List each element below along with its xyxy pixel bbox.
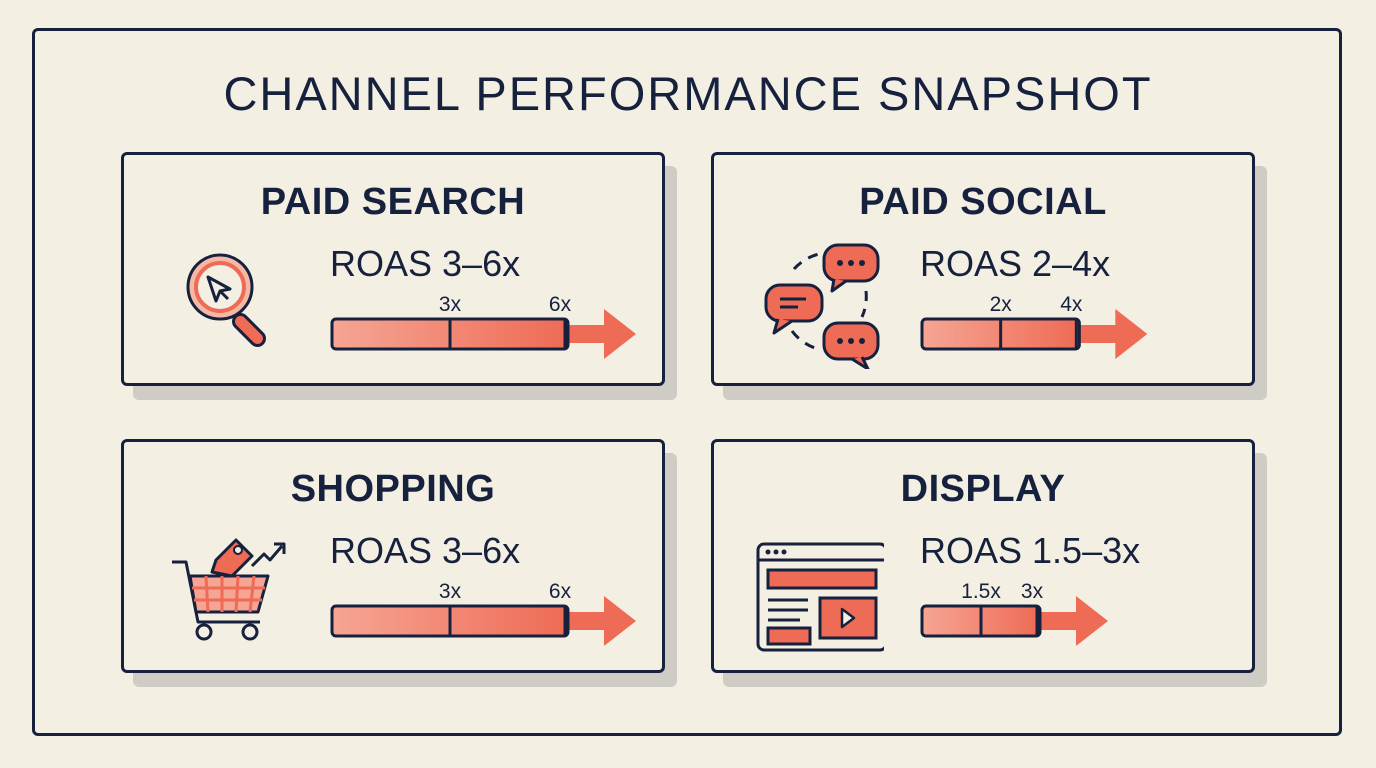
roas-label: ROAS 2–4x bbox=[920, 243, 1111, 284]
card-title: SHOPPING bbox=[290, 468, 496, 510]
card-title: PAID SEARCH bbox=[260, 181, 526, 223]
range-high-label: 6x bbox=[549, 293, 572, 316]
roas-range-bar: 2x 4x bbox=[920, 293, 1148, 359]
range-low-label: 3x bbox=[439, 293, 462, 316]
range-high-label: 3x bbox=[1021, 580, 1044, 603]
shopping-cart-tag-icon bbox=[164, 526, 294, 656]
roas-label: ROAS 1.5–3x bbox=[920, 530, 1141, 571]
card-shopping: SHOPPING ROAS 3–6x 3x 6x bbox=[121, 439, 665, 673]
range-arrow bbox=[1034, 596, 1108, 646]
range-low-label: 1.5x bbox=[961, 580, 1001, 603]
range-arrow bbox=[562, 596, 636, 646]
outer-frame bbox=[32, 28, 1342, 736]
roas-range-bar: 3x 6x bbox=[330, 580, 636, 646]
range-arrow bbox=[562, 309, 636, 359]
range-high-label: 6x bbox=[549, 580, 572, 603]
card-title: PAID SOCIAL bbox=[859, 181, 1107, 223]
range-arrow bbox=[1073, 309, 1148, 359]
roas-range-bar: 1.5x 3x bbox=[920, 580, 1108, 646]
roas-range-bar: 3x 6x bbox=[330, 293, 636, 359]
card-paid-social: PAID SOCIAL ROAS 2–4x 2x 4x bbox=[711, 152, 1255, 386]
range-high-label: 4x bbox=[1060, 293, 1083, 316]
range-low-label: 2x bbox=[990, 293, 1013, 316]
card-title: DISPLAY bbox=[900, 468, 1066, 510]
browser-display-ad-icon bbox=[754, 526, 888, 656]
chat-bubbles-icon bbox=[754, 239, 884, 371]
range-low-label: 3x bbox=[439, 580, 462, 603]
roas-label: ROAS 3–6x bbox=[330, 530, 521, 571]
magnifier-cursor-icon bbox=[164, 239, 294, 369]
card-display: DISPLAY ROAS 1.5–3x 1.5x 3x bbox=[711, 439, 1255, 673]
card-paid-search: PAID SEARCH ROAS 3–6x 3x 6x bbox=[121, 152, 665, 386]
roas-label: ROAS 3–6x bbox=[330, 243, 521, 284]
page-title: CHANNEL PERFORMANCE SNAPSHOT bbox=[223, 67, 1153, 120]
